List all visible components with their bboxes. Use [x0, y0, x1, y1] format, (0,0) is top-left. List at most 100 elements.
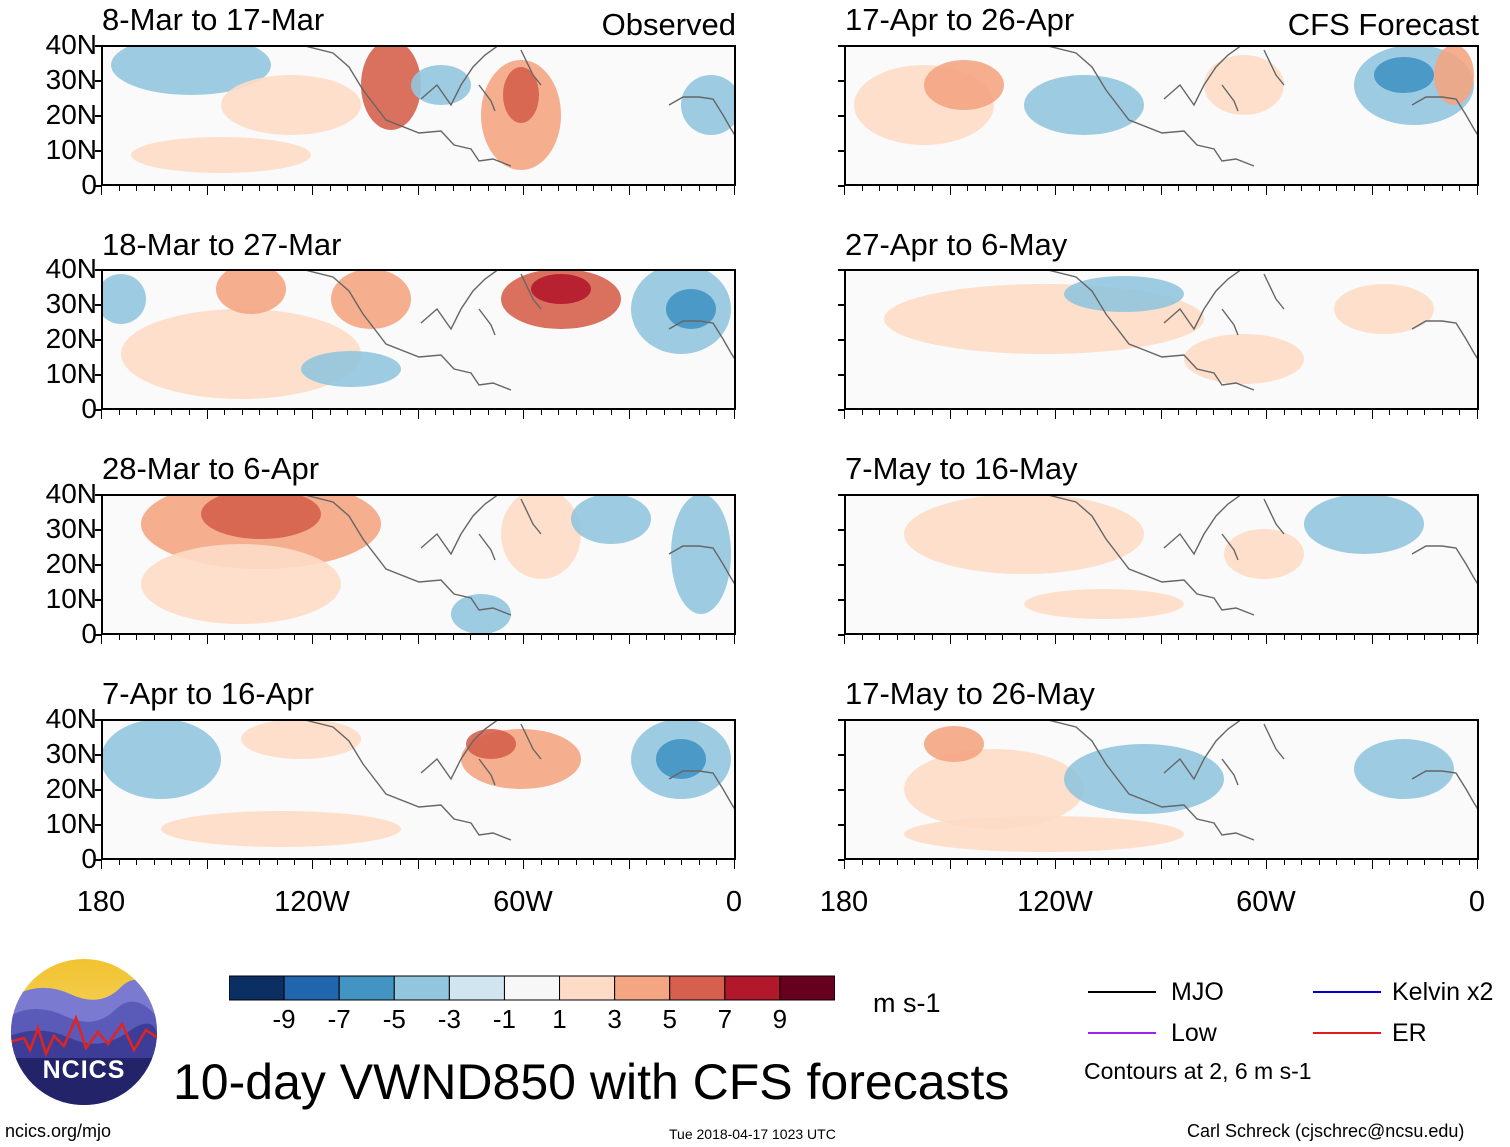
- x-tick-mark: [1055, 860, 1056, 869]
- x-tick-mark: [914, 635, 916, 640]
- colorbar-swatch: [779, 975, 836, 1001]
- y-tick-mark: [838, 80, 844, 82]
- x-tick-mark: [1142, 186, 1144, 191]
- x-tick-mark: [1353, 635, 1355, 640]
- x-tick-mark: [734, 860, 735, 869]
- x-tick-mark: [329, 635, 331, 640]
- x-tick-mark: [382, 635, 384, 640]
- colorbar-swatch: [724, 975, 781, 1001]
- colorbar-tick-label: -3: [437, 1004, 461, 1034]
- x-tick-mark: [681, 186, 683, 191]
- x-tick-mark: [399, 860, 401, 865]
- y-tick-mark: [95, 269, 101, 271]
- x-tick-mark: [698, 186, 700, 191]
- x-tick-mark: [294, 410, 296, 415]
- x-tick-mark: [101, 635, 102, 644]
- map-panel: [101, 269, 736, 410]
- x-tick-mark: [1283, 635, 1285, 640]
- anomaly-blob: [531, 274, 591, 304]
- x-tick-mark: [399, 186, 401, 191]
- x-tick-mark: [1178, 860, 1180, 865]
- x-tick-mark: [487, 186, 489, 191]
- x-tick-mark: [435, 186, 437, 191]
- x-tick-mark: [646, 410, 648, 415]
- x-tick-mark: [1336, 410, 1338, 415]
- x-tick-mark: [1441, 635, 1443, 640]
- y-tick-mark: [95, 150, 101, 152]
- x-tick-mark: [118, 635, 120, 640]
- x-tick-mark: [861, 635, 863, 640]
- y-tick-label: 0: [81, 843, 97, 874]
- x-tick-mark: [1371, 410, 1373, 419]
- x-tick-mark: [1142, 635, 1144, 640]
- legend-swatch-mjo: [1088, 991, 1156, 993]
- x-tick-mark: [1107, 410, 1109, 415]
- x-tick-mark: [224, 860, 226, 865]
- legend-swatch-low: [1088, 1032, 1156, 1034]
- x-tick-mark: [188, 186, 190, 191]
- anomaly-blob: [1064, 276, 1184, 312]
- x-tick-mark: [188, 635, 190, 640]
- y-tick-mark: [838, 269, 844, 271]
- anomaly-blob: [503, 67, 539, 123]
- anomaly-blob: [1024, 75, 1144, 135]
- y-tick-mark: [95, 824, 101, 826]
- y-tick-label: 10N: [45, 583, 97, 614]
- x-tick-mark: [276, 186, 278, 191]
- x-tick-mark: [523, 635, 524, 644]
- x-tick-mark: [1037, 410, 1039, 415]
- x-tick-mark: [1459, 410, 1461, 415]
- x-tick-mark: [1406, 410, 1408, 415]
- x-tick-mark: [136, 186, 138, 191]
- y-tick-label: 30N: [45, 288, 97, 319]
- map-field: [854, 47, 1477, 167]
- map-field: [904, 721, 1477, 852]
- x-tick-mark: [1002, 860, 1004, 865]
- y-tick-mark: [95, 754, 101, 756]
- x-tick-mark: [1213, 186, 1215, 191]
- y-tick-mark: [95, 185, 101, 187]
- map-panel: [844, 45, 1479, 186]
- x-tick-mark: [523, 186, 524, 195]
- x-tick-mark: [646, 186, 648, 191]
- colorbar-tick-label: 1: [552, 1004, 567, 1034]
- x-tick-mark: [382, 410, 384, 415]
- logo-text: NCICS: [42, 1056, 126, 1084]
- x-tick-mark: [224, 186, 226, 191]
- x-tick-mark: [241, 186, 243, 191]
- map-field: [103, 271, 734, 399]
- x-tick-mark: [259, 410, 261, 415]
- x-tick-mark: [1459, 860, 1461, 865]
- x-tick-mark: [540, 186, 542, 191]
- colorbar-swatch: [503, 975, 561, 1001]
- y-tick-mark: [95, 374, 101, 376]
- x-tick-mark: [188, 860, 190, 865]
- x-tick-mark: [101, 410, 102, 419]
- x-tick-mark: [136, 635, 138, 640]
- x-tick-mark: [879, 186, 881, 191]
- x-tick-mark: [1318, 186, 1320, 191]
- x-tick-mark: [1318, 860, 1320, 865]
- x-tick-mark: [1336, 186, 1338, 191]
- x-tick-mark: [844, 860, 845, 869]
- y-tick-mark: [838, 339, 844, 341]
- x-tick-mark: [364, 186, 366, 191]
- x-tick-mark: [610, 410, 612, 415]
- y-tick-label: 40N: [45, 29, 97, 60]
- x-tick-mark: [558, 410, 560, 415]
- x-tick-mark: [1055, 186, 1056, 195]
- anomaly-blob: [1024, 589, 1184, 619]
- x-tick-mark: [575, 635, 577, 640]
- anomaly-blob: [361, 47, 421, 130]
- x-tick-mark: [487, 860, 489, 865]
- map-panel: [844, 719, 1479, 860]
- x-tick-mark: [1125, 635, 1127, 640]
- x-tick-mark: [646, 635, 648, 640]
- x-tick-mark: [984, 186, 986, 191]
- x-tick-mark: [1178, 635, 1180, 640]
- x-tick-mark: [417, 186, 419, 195]
- x-tick-mark: [1318, 410, 1320, 415]
- x-tick-mark: [540, 635, 542, 640]
- anomaly-blob: [216, 271, 286, 314]
- map-field: [111, 47, 734, 173]
